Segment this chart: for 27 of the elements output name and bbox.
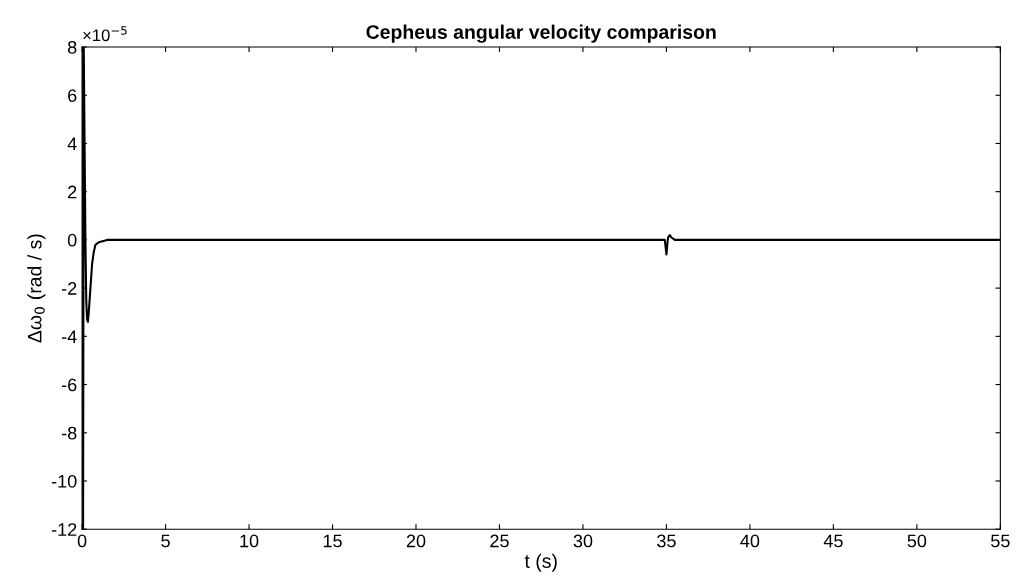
- y-tick-label: -2: [61, 282, 77, 295]
- x-tick-label: 30: [573, 534, 593, 548]
- x-tick-label: 10: [240, 534, 259, 548]
- x-axis-title: t (s): [524, 553, 557, 572]
- y-tick-label: 2: [68, 185, 77, 199]
- x-tick-label: 35: [657, 534, 676, 548]
- y-tick-label: 0: [67, 233, 77, 247]
- x-tick-label: 5: [161, 534, 170, 548]
- y-tick-label: -10: [51, 474, 77, 488]
- y-tick-label: 6: [68, 89, 77, 102]
- text: ×10$^{−5}$: [83, 26, 127, 42]
- y-tick-label: -6: [61, 378, 77, 392]
- x-tick-label: 50: [907, 534, 927, 548]
- y-tick-label: 8: [67, 40, 77, 54]
- x-tick-label: 40: [740, 534, 760, 548]
- y-tick-label: 4: [67, 137, 77, 151]
- x-tick-label: 25: [490, 534, 509, 548]
- chart-title: Cepheus angular velocity comparison: [366, 24, 716, 43]
- x-tick-label: 0: [77, 534, 87, 548]
- x-tick-label: 20: [406, 534, 426, 548]
- x-tick-label: 55: [991, 534, 1010, 548]
- y-tick-label: -8: [61, 426, 77, 440]
- y-axis-title: Δω$_{0}$ (rad / s): [27, 234, 46, 343]
- y-tick-label: -4: [61, 330, 77, 343]
- x-tick-label: 15: [323, 534, 342, 548]
- y-tick-label: -12: [51, 523, 77, 536]
- x-tick-label: 45: [823, 534, 843, 548]
